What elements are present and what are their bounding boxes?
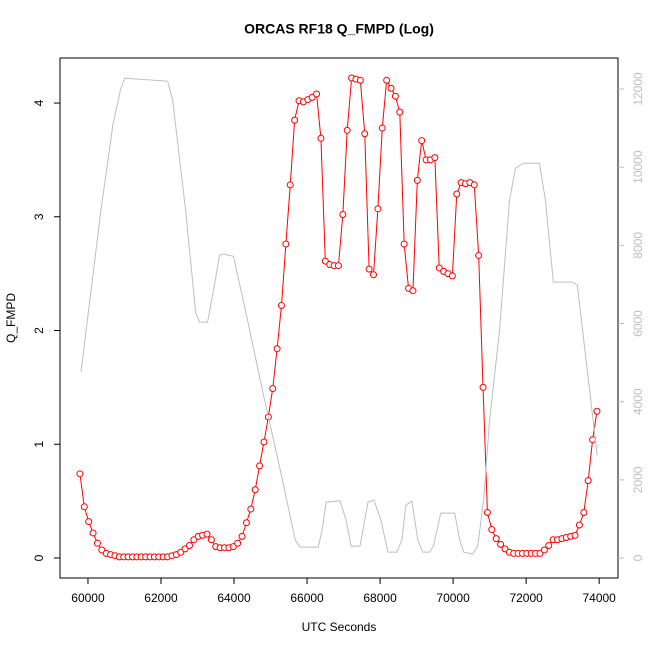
plot-box	[59, 57, 619, 579]
series-line	[80, 77, 598, 555]
point	[453, 190, 461, 198]
point	[291, 116, 299, 124]
point	[365, 265, 373, 273]
x-tick-label: 70000	[436, 591, 470, 605]
point	[387, 84, 395, 92]
point	[571, 531, 579, 539]
point	[479, 383, 487, 391]
point	[80, 503, 88, 511]
point	[185, 541, 193, 549]
point	[85, 518, 93, 526]
point	[431, 154, 439, 162]
point	[475, 251, 483, 259]
point	[497, 540, 505, 548]
point	[540, 546, 548, 554]
x-tick-label: 68000	[363, 591, 397, 605]
point	[545, 541, 553, 549]
y2-tick-label: 0	[631, 554, 645, 561]
y-tick-label: 3	[32, 213, 46, 220]
y2-tick-label: 2000	[631, 466, 645, 493]
point	[383, 76, 391, 84]
point	[488, 526, 496, 534]
point	[343, 126, 351, 134]
point	[378, 124, 386, 132]
point	[361, 130, 369, 138]
point	[313, 90, 321, 98]
series-line	[79, 77, 598, 558]
point	[492, 535, 500, 543]
point	[247, 505, 255, 513]
point	[400, 240, 408, 248]
point	[374, 205, 382, 213]
point	[260, 438, 268, 446]
y2-tick-label: 6000	[631, 310, 645, 337]
point	[356, 76, 364, 84]
point	[234, 539, 242, 547]
point	[339, 211, 347, 219]
point	[584, 477, 592, 485]
y-tick-label: 0	[32, 554, 46, 561]
point	[418, 137, 426, 145]
point	[470, 181, 478, 189]
point	[93, 539, 101, 547]
x-tick-label: 64000	[217, 591, 251, 605]
point	[251, 486, 259, 494]
point	[207, 536, 215, 544]
point	[580, 508, 588, 516]
point	[575, 521, 583, 529]
point	[256, 462, 264, 470]
point	[273, 345, 281, 353]
chart-title: ORCAS RF18 Q_FMPD (Log)	[244, 21, 434, 37]
point	[483, 508, 491, 516]
x-tick-label: 72000	[509, 591, 543, 605]
y2-tick-label: 10000	[631, 150, 645, 184]
point	[334, 262, 342, 270]
x-tick-label: 60000	[71, 591, 105, 605]
point	[413, 176, 421, 184]
y2-tick-label: 12000	[631, 72, 645, 106]
point	[448, 272, 456, 280]
point	[282, 240, 290, 248]
point	[242, 519, 250, 527]
point	[89, 529, 97, 537]
point	[593, 407, 601, 415]
y-axis-label: Q_FMPD	[4, 293, 18, 343]
point	[396, 108, 404, 116]
y-tick-label: 2	[32, 327, 46, 334]
point	[370, 271, 378, 279]
point	[286, 181, 294, 189]
point	[317, 134, 325, 142]
y-tick-label: 1	[32, 441, 46, 448]
point	[269, 385, 277, 393]
x-tick-label: 66000	[290, 591, 324, 605]
x-tick-label: 62000	[144, 591, 178, 605]
point	[238, 532, 246, 540]
y-tick-label: 4	[32, 99, 46, 106]
y2-tick-label: 4000	[631, 388, 645, 415]
point	[76, 470, 84, 478]
point	[203, 530, 211, 538]
x-tick-label: 74000	[582, 591, 616, 605]
x-axis-label: UTC Seconds	[302, 620, 377, 634]
point	[391, 92, 399, 100]
y2-tick-label: 8000	[631, 232, 645, 259]
point	[277, 301, 285, 309]
point	[409, 287, 417, 295]
